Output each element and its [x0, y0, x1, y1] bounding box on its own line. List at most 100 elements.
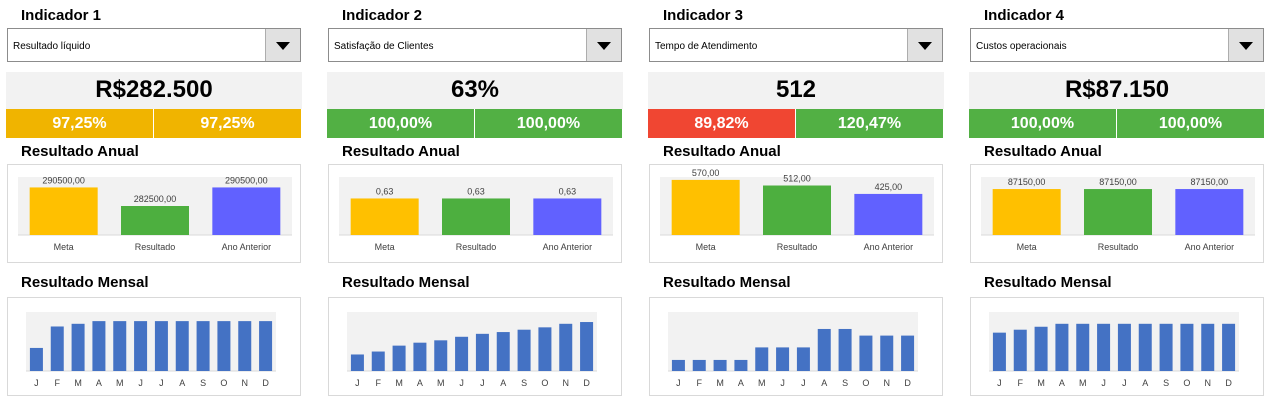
month-label: S: [1163, 378, 1169, 388]
chevron-down-icon: [276, 42, 290, 50]
bar-meta: [29, 187, 98, 235]
month-label: D: [904, 378, 911, 388]
month-label: J: [159, 378, 164, 388]
month-label: J: [1122, 378, 1127, 388]
bar-month: [1097, 323, 1111, 371]
indicator-select-value: Satisfação de Clientes: [334, 41, 434, 52]
dropdown-button[interactable]: [265, 29, 300, 61]
data-label: 87150,00: [1099, 177, 1137, 187]
bar-month: [434, 340, 448, 371]
bar-month: [154, 321, 168, 371]
pct-meta: 100,00%: [969, 109, 1116, 138]
month-label: A: [417, 378, 423, 388]
indicator-title: Indicador 4: [984, 7, 1065, 24]
indicator-title: Indicador 3: [663, 7, 744, 24]
bar-month: [1076, 323, 1090, 371]
bar-ano-anterior: [1175, 189, 1244, 235]
bar-month: [880, 335, 894, 371]
bar-month: [1013, 329, 1027, 371]
category-label: Resultado: [456, 242, 497, 252]
pct-ano-anterior: 100,00%: [475, 109, 622, 138]
bar-month: [196, 321, 210, 371]
kpi-value-box: 63%: [327, 72, 623, 109]
category-label: Resultado: [777, 242, 818, 252]
data-label: 290500,00: [225, 175, 268, 185]
indicator-select[interactable]: Tempo de Atendimento: [649, 28, 943, 62]
bar-month: [901, 335, 915, 371]
month-label: D: [583, 378, 590, 388]
indicator-panel-3: Indicador 3 Tempo de Atendimento 512 89,…: [648, 0, 944, 402]
category-label: Ano Anterior: [222, 242, 272, 252]
indicator-title: Indicador 1: [21, 7, 102, 24]
bar-resultado: [442, 198, 510, 235]
bar-ano-anterior: [212, 187, 281, 235]
bar-month: [371, 351, 385, 371]
bar-month: [455, 336, 469, 371]
indicator-select[interactable]: Satisfação de Clientes: [328, 28, 622, 62]
month-label: J: [34, 378, 39, 388]
month-label: J: [997, 378, 1002, 388]
indicator-select[interactable]: Custos operacionais: [970, 28, 1264, 62]
plot-area: [989, 312, 1239, 371]
indicator-title: Indicador 2: [342, 7, 423, 24]
monthly-title: Resultado Mensal: [663, 274, 791, 291]
data-label: 425,00: [875, 182, 903, 192]
month-label: M: [74, 378, 82, 388]
bar-month: [496, 332, 510, 371]
month-label: O: [862, 378, 869, 388]
data-label: 282500,00: [134, 194, 177, 204]
dropdown-button[interactable]: [907, 29, 942, 61]
bar-month: [817, 328, 831, 371]
category-label: Meta: [1017, 242, 1037, 252]
annual-chart: 570,00 Meta 512,00 Resultado 425,00 Ano Anter…: [649, 164, 943, 263]
pct-ano-anterior: 97,25%: [154, 109, 301, 138]
bar-month: [992, 332, 1006, 371]
month-label: O: [1183, 378, 1190, 388]
bar-month: [1138, 323, 1152, 371]
annual-title: Resultado Anual: [21, 143, 139, 160]
chevron-down-icon: [1239, 42, 1253, 50]
bar-month: [580, 322, 594, 371]
category-label: Resultado: [1098, 242, 1139, 252]
bar-month: [392, 345, 406, 371]
category-label: Resultado: [135, 242, 176, 252]
data-label: 290500,00: [42, 175, 85, 185]
bar-month: [238, 321, 252, 371]
month-label: J: [459, 378, 464, 388]
kpi-value: R$87.150: [1064, 76, 1170, 103]
annual-chart: 290500,00 Meta 282500,00 Resultado 290500,00…: [7, 164, 301, 263]
bar-month: [413, 342, 427, 371]
bar-month: [92, 321, 106, 371]
category-label: Meta: [696, 242, 716, 252]
indicator-select[interactable]: Resultado líquido: [7, 28, 301, 62]
bar-month: [713, 359, 727, 371]
bar-month: [559, 323, 573, 371]
pct-meta: 89,82%: [648, 109, 795, 138]
category-label: Meta: [54, 242, 74, 252]
bar-month: [692, 359, 706, 371]
data-label: 512,00: [783, 174, 811, 184]
month-label: J: [138, 378, 143, 388]
bar-month: [755, 347, 769, 371]
indicator-panel-1: Indicador 1 Resultado líquido R$282.500 …: [6, 0, 302, 402]
monthly-title: Resultado Mensal: [342, 274, 470, 291]
bar-month: [350, 354, 364, 371]
monthly-title: Resultado Mensal: [984, 274, 1112, 291]
month-label: M: [1037, 378, 1045, 388]
data-label: 0,63: [376, 186, 394, 196]
bar-ano-anterior: [854, 193, 923, 235]
dropdown-button[interactable]: [586, 29, 621, 61]
bar-month: [1034, 326, 1048, 371]
month-label: J: [480, 378, 485, 388]
bar-month: [538, 327, 552, 371]
category-label: Ano Anterior: [543, 242, 593, 252]
indicator-select-value: Tempo de Atendimento: [655, 41, 758, 52]
bar-month: [1180, 323, 1194, 371]
chevron-down-icon: [597, 42, 611, 50]
category-label: Ano Anterior: [1185, 242, 1235, 252]
month-label: M: [758, 378, 766, 388]
month-label: J: [676, 378, 681, 388]
month-label: N: [563, 378, 570, 388]
dropdown-button[interactable]: [1228, 29, 1263, 61]
bar-month: [475, 333, 489, 371]
